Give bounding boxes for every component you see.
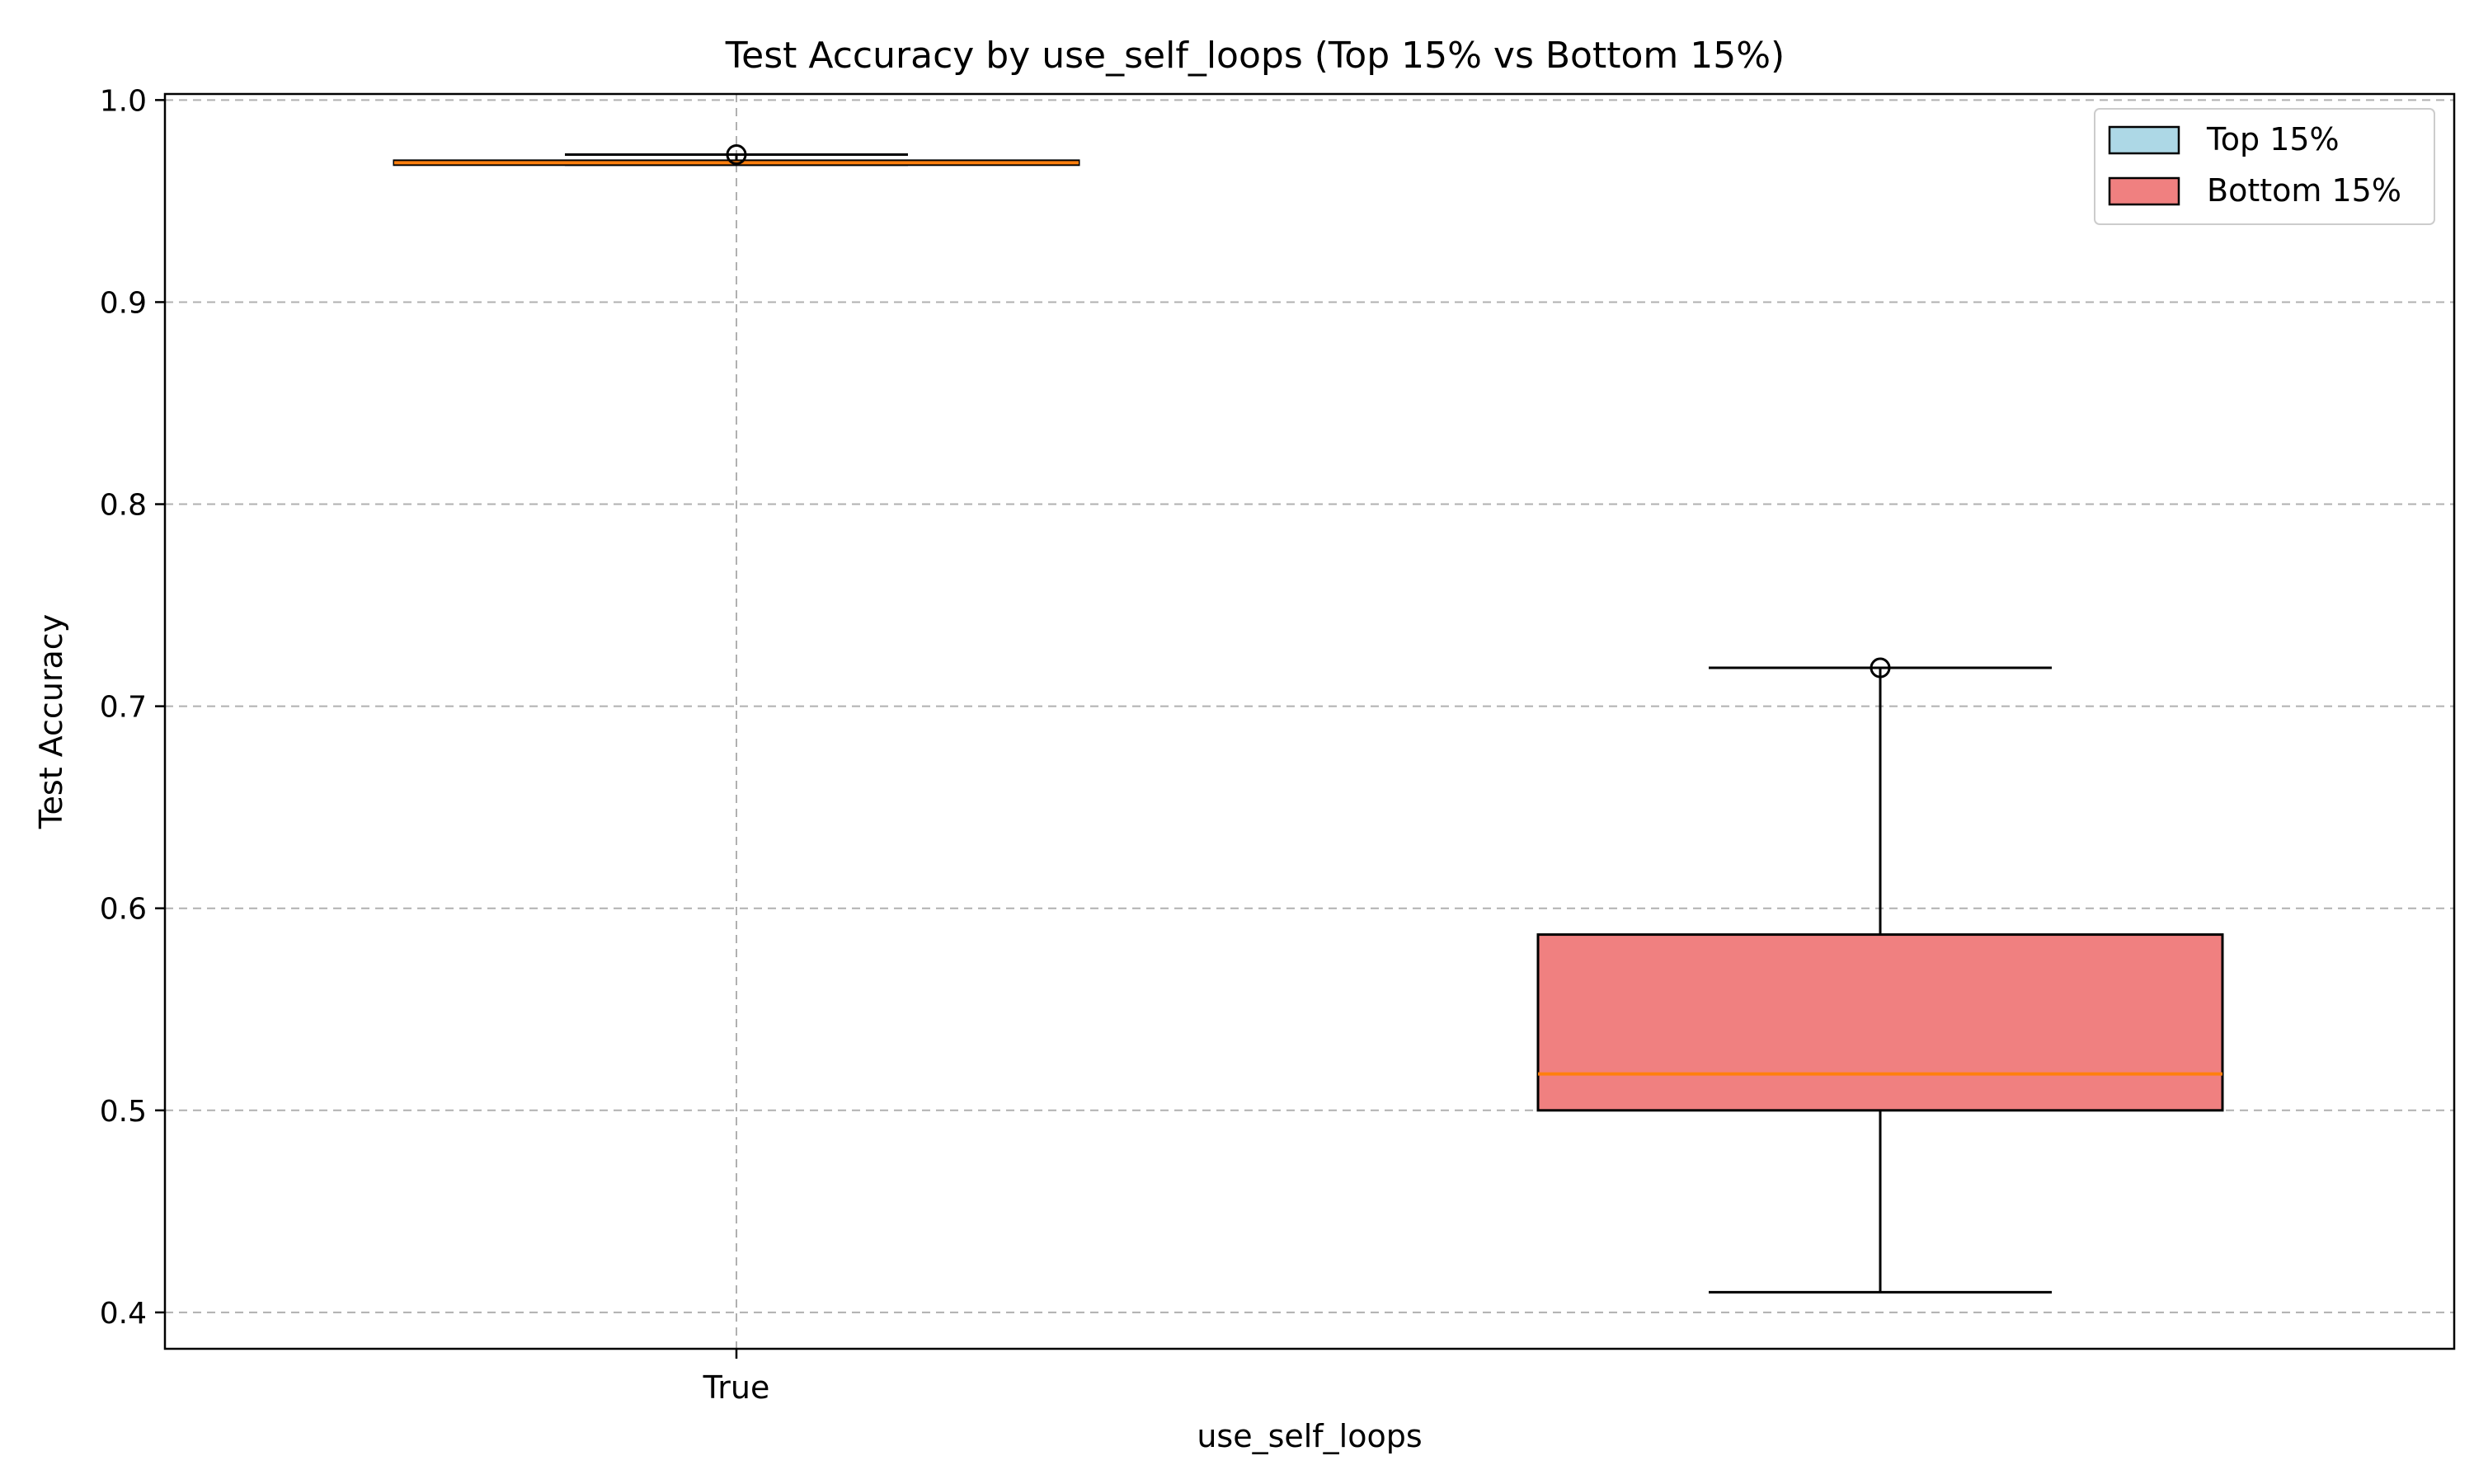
outlier-point <box>726 144 747 166</box>
y-tick-label: 0.4 <box>100 1297 147 1331</box>
chart-title: Test Accuracy by use_self_loops (Top 15%… <box>725 35 1785 77</box>
y-tick-label: 0.7 <box>100 691 147 725</box>
outlier-point <box>1870 657 1891 679</box>
y-tick-label: 0.5 <box>100 1095 147 1129</box>
x-axis-label: use_self_loops <box>1197 1418 1422 1454</box>
y-tick-label: 0.8 <box>100 489 147 523</box>
y-tick-label: 0.9 <box>100 286 147 320</box>
legend-swatch-top-15 <box>2108 125 2180 155</box>
box-top-15 <box>393 144 1080 167</box>
legend-label-bottom-15: Bottom 15% <box>2207 172 2401 209</box>
y-tick-label: 0.6 <box>100 893 147 927</box>
legend: Top 15% Bottom 15% <box>2094 108 2435 225</box>
legend-label-top-15: Top 15% <box>2206 121 2340 157</box>
axis-layer: 0.4 0.5 0.6 0.7 0.8 0.9 1.0 True <box>100 84 770 1406</box>
y-tick-label: 1.0 <box>100 84 147 118</box>
box-layer <box>393 144 2224 1294</box>
box-bottom-15 <box>1536 657 2224 1294</box>
iqr-box <box>1536 933 2224 1112</box>
plot-area-frame <box>163 92 2456 1350</box>
y-axis-label: Test Accuracy <box>33 614 69 829</box>
x-tick-label: True <box>703 1369 770 1406</box>
legend-swatch-bottom-15 <box>2108 176 2180 206</box>
